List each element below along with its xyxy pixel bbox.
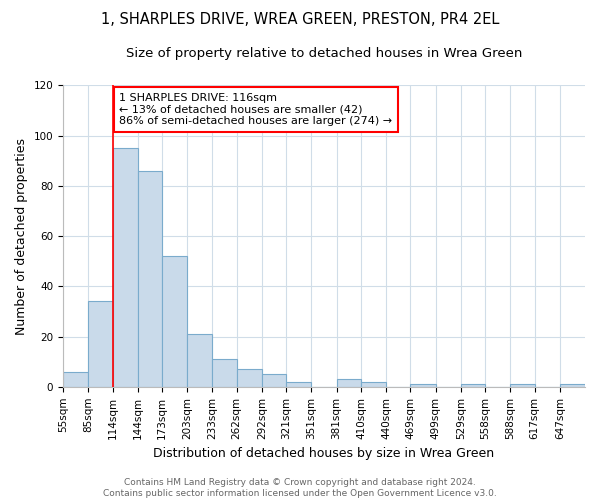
Bar: [88, 302, 113, 387]
Bar: [560, 384, 585, 387]
Text: Contains HM Land Registry data © Crown copyright and database right 2024.
Contai: Contains HM Land Registry data © Crown c…: [103, 478, 497, 498]
Bar: [286, 382, 311, 387]
Bar: [461, 384, 485, 387]
Bar: [361, 382, 386, 387]
Bar: [162, 256, 187, 387]
Bar: [113, 148, 138, 387]
Bar: [187, 334, 212, 387]
Bar: [138, 170, 162, 387]
Bar: [262, 374, 286, 387]
Text: 1, SHARPLES DRIVE, WREA GREEN, PRESTON, PR4 2EL: 1, SHARPLES DRIVE, WREA GREEN, PRESTON, …: [101, 12, 499, 28]
Text: 1 SHARPLES DRIVE: 116sqm
← 13% of detached houses are smaller (42)
86% of semi-d: 1 SHARPLES DRIVE: 116sqm ← 13% of detach…: [119, 93, 392, 126]
Bar: [337, 380, 361, 387]
X-axis label: Distribution of detached houses by size in Wrea Green: Distribution of detached houses by size …: [154, 447, 494, 460]
Bar: [410, 384, 436, 387]
Bar: [511, 384, 535, 387]
Bar: [63, 372, 88, 387]
Bar: [237, 369, 262, 387]
Title: Size of property relative to detached houses in Wrea Green: Size of property relative to detached ho…: [126, 48, 522, 60]
Bar: [212, 359, 237, 387]
Y-axis label: Number of detached properties: Number of detached properties: [15, 138, 28, 334]
